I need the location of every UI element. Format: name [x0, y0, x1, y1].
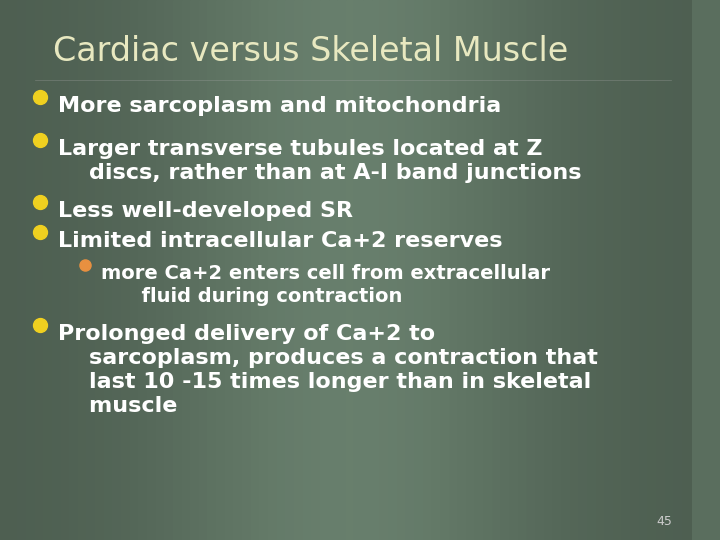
- Bar: [588, 0, 597, 540]
- Bar: [138, 0, 147, 540]
- Bar: [285, 0, 294, 540]
- Bar: [199, 0, 207, 540]
- Bar: [60, 0, 69, 540]
- Bar: [311, 0, 320, 540]
- Bar: [147, 0, 156, 540]
- Bar: [397, 0, 406, 540]
- Bar: [346, 0, 354, 540]
- Bar: [501, 0, 510, 540]
- Bar: [233, 0, 242, 540]
- Bar: [449, 0, 458, 540]
- Bar: [562, 0, 570, 540]
- Bar: [121, 0, 130, 540]
- Bar: [510, 0, 518, 540]
- Bar: [225, 0, 233, 540]
- Bar: [259, 0, 268, 540]
- Bar: [683, 0, 692, 540]
- Bar: [320, 0, 328, 540]
- Bar: [69, 0, 78, 540]
- Bar: [527, 0, 536, 540]
- Bar: [354, 0, 363, 540]
- Text: Larger transverse tubules located at Z
    discs, rather than at A-I band juncti: Larger transverse tubules located at Z d…: [58, 139, 581, 183]
- Bar: [606, 0, 614, 540]
- Text: Less well-developed SR: Less well-developed SR: [58, 201, 353, 221]
- Bar: [441, 0, 449, 540]
- Bar: [597, 0, 606, 540]
- Bar: [666, 0, 675, 540]
- Bar: [372, 0, 380, 540]
- Bar: [536, 0, 544, 540]
- Bar: [43, 0, 52, 540]
- Bar: [657, 0, 666, 540]
- Bar: [467, 0, 475, 540]
- Text: 45: 45: [657, 515, 672, 528]
- Bar: [78, 0, 86, 540]
- Bar: [190, 0, 199, 540]
- Bar: [130, 0, 138, 540]
- Text: more Ca+2 enters cell from extracellular
      fluid during contraction: more Ca+2 enters cell from extracellular…: [101, 264, 550, 306]
- Bar: [104, 0, 112, 540]
- Bar: [640, 0, 649, 540]
- Bar: [251, 0, 259, 540]
- Bar: [423, 0, 432, 540]
- Bar: [302, 0, 311, 540]
- Bar: [544, 0, 553, 540]
- Text: Cardiac versus Skeletal Muscle: Cardiac versus Skeletal Muscle: [53, 35, 568, 68]
- Bar: [207, 0, 216, 540]
- Bar: [380, 0, 389, 540]
- Bar: [156, 0, 164, 540]
- Bar: [35, 0, 43, 540]
- Bar: [363, 0, 372, 540]
- Text: Prolonged delivery of Ca+2 to
    sarcoplasm, produces a contraction that
    la: Prolonged delivery of Ca+2 to sarcoplasm…: [58, 324, 598, 416]
- Bar: [242, 0, 251, 540]
- Bar: [432, 0, 441, 540]
- Bar: [518, 0, 527, 540]
- Bar: [649, 0, 657, 540]
- Bar: [475, 0, 484, 540]
- Bar: [268, 0, 276, 540]
- Bar: [406, 0, 415, 540]
- Bar: [9, 0, 17, 540]
- Bar: [484, 0, 492, 540]
- Text: Limited intracellular Ca+2 reserves: Limited intracellular Ca+2 reserves: [58, 231, 502, 251]
- Bar: [86, 0, 95, 540]
- Bar: [675, 0, 683, 540]
- Bar: [216, 0, 225, 540]
- Bar: [623, 0, 631, 540]
- Bar: [415, 0, 423, 540]
- Bar: [337, 0, 346, 540]
- Bar: [579, 0, 588, 540]
- Bar: [328, 0, 337, 540]
- Bar: [164, 0, 173, 540]
- Bar: [112, 0, 121, 540]
- Bar: [614, 0, 623, 540]
- Bar: [389, 0, 397, 540]
- Bar: [458, 0, 467, 540]
- Text: More sarcoplasm and mitochondria: More sarcoplasm and mitochondria: [58, 96, 501, 116]
- Bar: [52, 0, 60, 540]
- Bar: [631, 0, 640, 540]
- Bar: [95, 0, 104, 540]
- Bar: [276, 0, 285, 540]
- Bar: [294, 0, 302, 540]
- Bar: [0, 0, 9, 540]
- Bar: [26, 0, 35, 540]
- Bar: [181, 0, 190, 540]
- Bar: [173, 0, 181, 540]
- Bar: [553, 0, 562, 540]
- Bar: [492, 0, 501, 540]
- Bar: [17, 0, 26, 540]
- Bar: [570, 0, 579, 540]
